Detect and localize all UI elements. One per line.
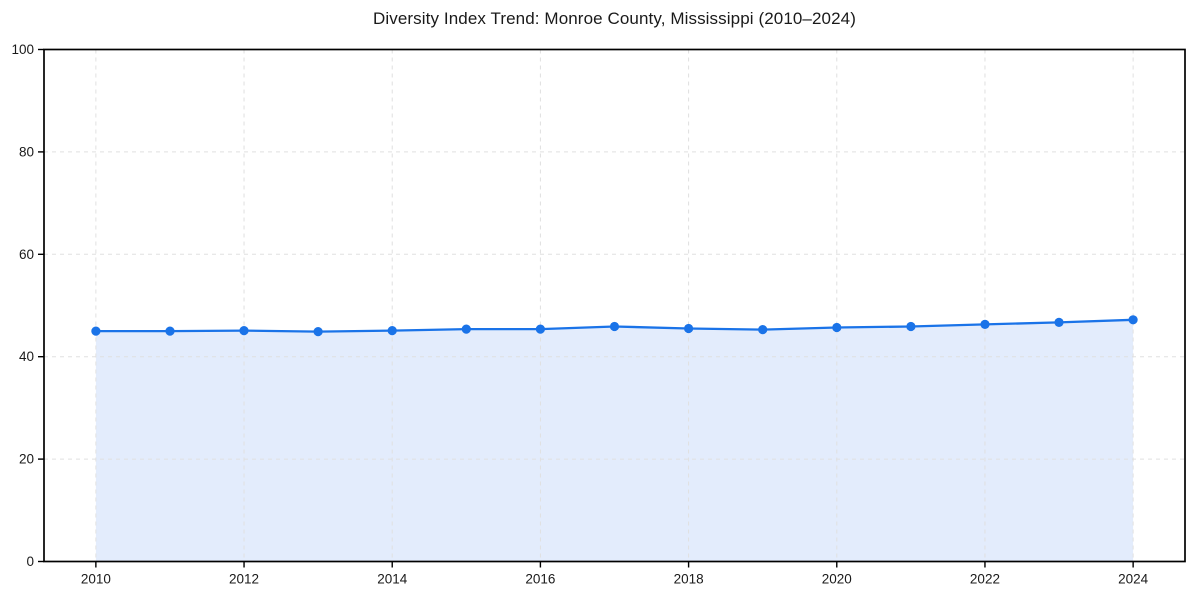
data-point [1054, 317, 1064, 327]
data-point [165, 326, 175, 336]
data-point [758, 325, 768, 335]
data-point [313, 327, 323, 337]
x-tick-label: 2016 [525, 572, 555, 587]
data-point [609, 321, 620, 332]
x-tick-label: 2014 [377, 572, 408, 587]
data-point [684, 323, 694, 334]
data-point [91, 326, 101, 336]
data-point [535, 324, 546, 334]
data-point [1128, 315, 1138, 325]
x-tick-label: 2024 [1118, 572, 1149, 587]
data-point [461, 324, 471, 334]
data-point [239, 326, 249, 336]
y-tick-label: 80 [19, 144, 34, 159]
x-tick-label: 2018 [674, 572, 704, 587]
data-point [832, 322, 842, 333]
x-tick-label: 2020 [822, 572, 852, 587]
plot-border [43, 48, 1186, 563]
x-tick-label: 2010 [81, 572, 111, 587]
y-tick-label: 20 [19, 452, 34, 467]
y-tick-label: 60 [19, 247, 34, 262]
area-fill [95, 319, 1134, 562]
y-tick-label: 100 [11, 42, 34, 57]
x-tick-label: 2022 [970, 572, 1000, 587]
y-tick-label: 40 [19, 349, 34, 364]
chart-title: Diversity Index Trend: Monroe County, Mi… [373, 9, 856, 28]
x-tick-label: 2012 [229, 572, 259, 587]
data-point [980, 319, 990, 329]
data-point [387, 326, 397, 336]
data-point [906, 321, 916, 332]
y-tick-label: 0 [26, 554, 34, 569]
